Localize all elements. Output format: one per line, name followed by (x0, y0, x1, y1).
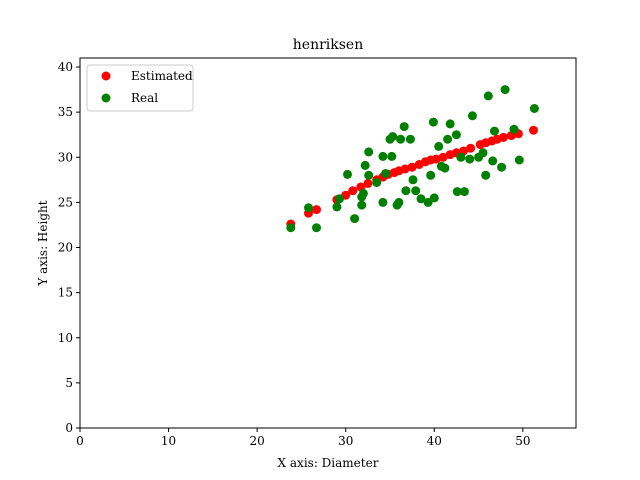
point-real-22 (396, 134, 406, 144)
point-real-24 (401, 186, 411, 196)
point-real-28 (416, 194, 426, 204)
point-real-42 (465, 154, 475, 164)
point-real-47 (483, 91, 493, 101)
point-estimated-5 (348, 186, 358, 196)
point-real-25 (405, 134, 415, 144)
x-tick-label: 50 (515, 434, 530, 448)
point-real-26 (408, 175, 418, 185)
point-estimated-31 (529, 125, 538, 135)
point-estimated-19 (438, 152, 448, 162)
legend: Estimated Real (86, 64, 194, 112)
point-real-2 (312, 223, 321, 233)
x-axis-label: X axis: Diameter (278, 456, 379, 470)
point-real-46 (481, 170, 491, 180)
point-real-21 (394, 197, 404, 207)
point-real-50 (497, 162, 507, 172)
point-real-38 (451, 130, 461, 140)
point-real-51 (500, 85, 510, 95)
legend-box (86, 64, 194, 112)
x-axis-ticks: 0 10 20 30 40 50 (76, 428, 530, 448)
point-real-31 (428, 117, 438, 127)
point-real-9 (358, 188, 368, 198)
point-real-6 (350, 214, 360, 224)
point-real-4 (335, 194, 344, 204)
point-real-54 (529, 104, 539, 113)
y-tick-label: 5 (65, 376, 73, 390)
legend-label-real: Real (131, 91, 158, 105)
y-axis-ticks: 0 5 10 15 20 25 30 35 40 (58, 60, 80, 435)
plot-area (80, 58, 576, 428)
point-real-37 (445, 119, 455, 129)
x-tick-label: 10 (161, 434, 176, 448)
point-real-5 (343, 169, 352, 179)
point-estimated-13 (400, 164, 410, 174)
x-tick-label: 0 (76, 434, 84, 448)
point-real-43 (467, 111, 477, 121)
y-axis-label: Y axis: Height (36, 200, 50, 286)
point-estimated-7 (363, 178, 373, 188)
y-tick-label: 30 (58, 150, 73, 164)
legend-marker-real (101, 93, 111, 103)
point-real-3 (332, 202, 342, 212)
point-real-27 (411, 186, 421, 196)
y-tick-label: 25 (58, 195, 73, 209)
point-real-40 (456, 152, 466, 162)
y-tick-label: 35 (58, 105, 73, 119)
chart-title: henriksen (293, 37, 363, 53)
point-real-0 (286, 223, 296, 233)
point-real-23 (399, 122, 409, 132)
x-tick-label: 30 (338, 434, 353, 448)
point-real-8 (357, 200, 367, 210)
point-real-33 (434, 141, 444, 151)
point-real-52 (509, 124, 519, 134)
point-real-12 (364, 170, 374, 180)
x-tick-label: 40 (427, 434, 442, 448)
legend-label-estimated: Estimated (131, 69, 193, 83)
point-real-39 (452, 187, 462, 197)
point-real-1 (304, 203, 313, 213)
point-real-49 (490, 126, 499, 136)
point-estimated-23 (466, 143, 476, 153)
point-estimated-18 (431, 154, 441, 164)
point-estimated-2 (312, 205, 321, 215)
point-real-29 (423, 197, 433, 207)
point-real-15 (378, 197, 388, 207)
point-real-30 (426, 170, 436, 180)
point-real-19 (388, 132, 398, 141)
plot-frame (79, 57, 577, 429)
y-tick-label: 10 (58, 331, 73, 345)
points-layer (286, 85, 539, 233)
point-estimated-14 (407, 162, 417, 172)
point-real-32 (429, 193, 439, 203)
point-real-41 (459, 187, 469, 197)
point-real-10 (360, 160, 370, 170)
point-real-16 (381, 169, 391, 178)
point-real-11 (364, 147, 374, 157)
y-tick-label: 15 (58, 286, 73, 300)
series-real (286, 85, 539, 233)
point-real-18 (387, 151, 397, 161)
y-tick-label: 0 (65, 421, 73, 435)
y-tick-label: 40 (58, 60, 73, 74)
point-real-45 (478, 148, 488, 158)
point-real-48 (488, 156, 498, 166)
point-real-36 (443, 134, 453, 144)
point-real-14 (378, 151, 388, 161)
legend-marker-estimated (101, 71, 111, 81)
point-estimated-28 (498, 132, 508, 142)
point-real-13 (372, 178, 382, 187)
y-tick-label: 20 (58, 241, 73, 255)
point-real-35 (440, 163, 450, 173)
x-tick-label: 20 (250, 434, 265, 448)
point-real-53 (514, 155, 524, 165)
